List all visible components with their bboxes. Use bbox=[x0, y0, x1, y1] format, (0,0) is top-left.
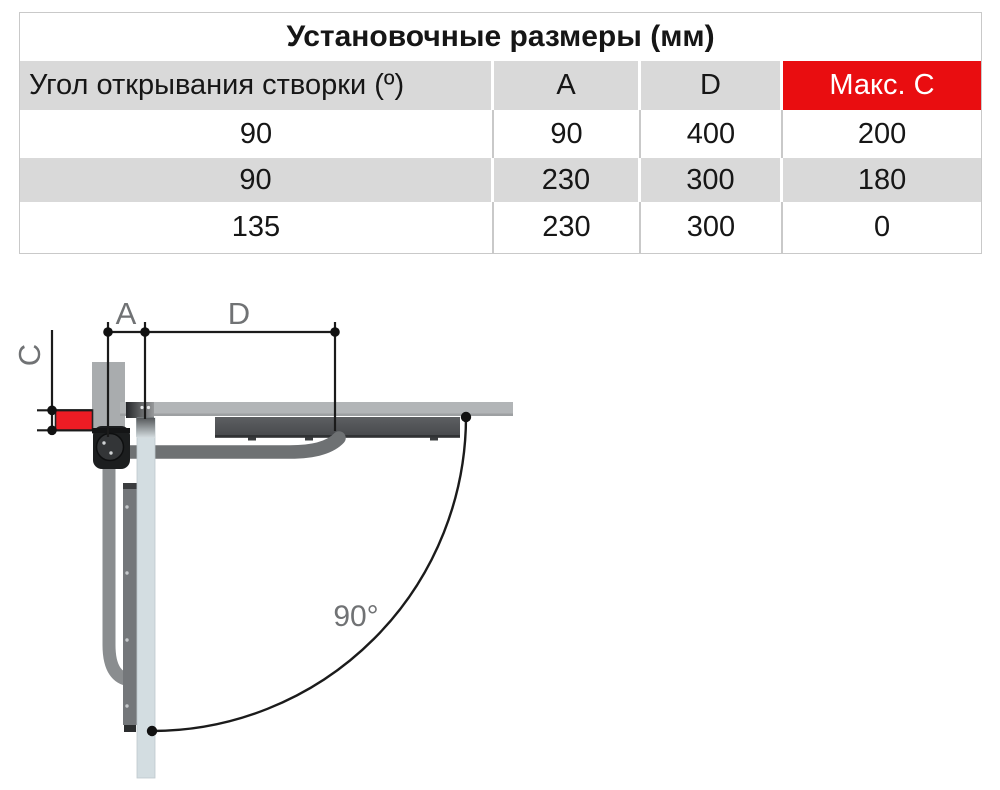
table-title: Установочные размеры (мм) bbox=[20, 13, 982, 61]
leaf-bracket bbox=[126, 402, 154, 418]
opening-arc bbox=[151, 416, 468, 733]
hinge-bolt bbox=[102, 441, 106, 445]
dim-label-a: A bbox=[116, 296, 137, 331]
actuator-open-foot bbox=[124, 725, 136, 732]
angle-label: 90° bbox=[333, 600, 378, 633]
table-row: 90 90 400 200 bbox=[20, 110, 982, 158]
table-cell-a: 90 bbox=[494, 110, 641, 158]
gate-leaf-open-top bbox=[137, 418, 155, 438]
gate-leaf-closed-shadow bbox=[120, 413, 513, 416]
column-header-a: A bbox=[494, 61, 641, 110]
articulated-arm-closed bbox=[107, 431, 346, 459]
actuator-screw bbox=[125, 638, 129, 642]
leaf-bracket-screw bbox=[146, 405, 151, 410]
table-cell-d: 400 bbox=[641, 110, 783, 158]
table-row: 90 230 300 180 bbox=[20, 158, 982, 202]
dim-dot bbox=[140, 327, 150, 337]
dimension-dots bbox=[47, 327, 340, 436]
dim-dot bbox=[103, 327, 113, 337]
table-cell-angle: 135 bbox=[20, 202, 494, 253]
table-title-row: Установочные размеры (мм) bbox=[20, 13, 982, 61]
red-rear-bracket bbox=[54, 409, 94, 432]
table-body: 90 90 400 200 90 230 300 180 135 230 300 0 bbox=[20, 110, 982, 253]
dim-dot bbox=[47, 405, 57, 416]
hinge-top-plate bbox=[92, 428, 130, 433]
leaf-bracket-screw bbox=[140, 405, 144, 410]
table-cell-d: 300 bbox=[641, 202, 783, 253]
column-header-angle: Угол открывания створки (º) bbox=[20, 61, 494, 110]
actuator-closed bbox=[215, 417, 460, 437]
dim-label-d: D bbox=[228, 296, 250, 331]
arc-end-dot bbox=[460, 411, 472, 423]
actuator-tab bbox=[248, 437, 256, 441]
gate-leaf-closed bbox=[120, 402, 513, 416]
actuator-screw bbox=[125, 571, 129, 575]
table-cell-a: 230 bbox=[494, 158, 641, 202]
dim-label-c: C bbox=[12, 344, 47, 366]
actuator-tab bbox=[305, 437, 313, 441]
arc-end-dot bbox=[146, 725, 158, 737]
gate-leaf-open bbox=[136, 417, 156, 779]
actuator-screw bbox=[125, 704, 129, 708]
table-cell-d: 300 bbox=[641, 158, 783, 202]
installation-diagram: A D C 90° bbox=[12, 296, 513, 779]
actuator-open-cap bbox=[123, 483, 137, 489]
table-cell-a: 230 bbox=[494, 202, 641, 253]
actuator-open bbox=[123, 485, 137, 725]
column-header-max-c: Макс. C bbox=[783, 61, 982, 110]
hinge-disc bbox=[95, 432, 125, 462]
table-cell-max_c: 0 bbox=[873, 211, 891, 243]
table-header-row: Угол открывания створки (º) A D Макс. C bbox=[20, 61, 982, 110]
table-cell-angle: 90 bbox=[20, 110, 494, 158]
dim-dot bbox=[47, 425, 57, 436]
table-row: 135 230 300 0 bbox=[20, 202, 982, 253]
table-cell-angle: 90 bbox=[20, 158, 494, 202]
dimensions-table: Установочные размеры (мм) Угол открывани… bbox=[19, 12, 983, 254]
dim-dot bbox=[330, 327, 340, 337]
table-cell-max_c: 180 bbox=[857, 163, 907, 196]
column-header-d: D bbox=[641, 61, 783, 110]
actuator-tab bbox=[430, 437, 438, 441]
actuator-screw bbox=[125, 505, 129, 509]
installation-dimensions: Установочные размеры (мм) Угол открывани… bbox=[19, 12, 983, 254]
table-cell-max_c: 200 bbox=[857, 117, 907, 150]
hinge-bolt bbox=[109, 451, 113, 455]
